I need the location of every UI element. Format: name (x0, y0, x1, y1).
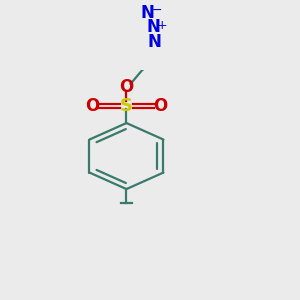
Text: +: + (157, 19, 167, 32)
Text: O: O (153, 97, 167, 115)
Text: O: O (85, 97, 100, 115)
Text: N: N (146, 18, 160, 36)
Text: S: S (120, 97, 133, 115)
Text: O: O (119, 78, 134, 96)
Text: −: − (151, 4, 162, 17)
Text: N: N (148, 33, 161, 51)
Text: N: N (141, 4, 154, 22)
